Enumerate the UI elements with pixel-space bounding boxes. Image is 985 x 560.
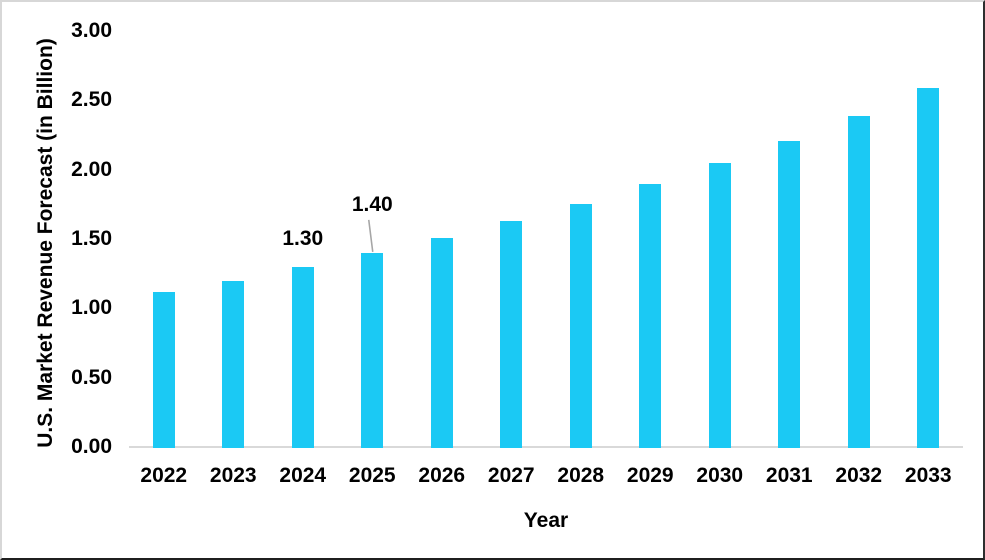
bar: [708, 162, 731, 448]
data-label: 1.30: [282, 226, 324, 250]
bar: [430, 237, 453, 448]
bar: [847, 115, 870, 448]
bar: [152, 291, 175, 448]
x-tick-label: 2023: [209, 464, 257, 487]
x-tick-label: 2028: [557, 464, 605, 487]
bar: [778, 140, 801, 448]
x-tick-label: 2025: [348, 464, 396, 487]
y-tick-label: 0.00: [71, 435, 112, 458]
x-tick-label: 2027: [487, 464, 535, 487]
x-tick-label: 2032: [835, 464, 883, 487]
leader-line: [367, 219, 374, 252]
bar: [917, 87, 940, 448]
x-tick-label: 2031: [765, 464, 813, 487]
x-tick-label: 2029: [626, 464, 674, 487]
x-tick-label: 2033: [904, 464, 952, 487]
y-tick-label: 2.00: [71, 157, 112, 181]
x-tick-label: 2022: [140, 464, 188, 487]
x-tick-label: 2024: [279, 464, 327, 487]
x-tick-label: 2030: [696, 464, 744, 487]
bar: [222, 280, 245, 448]
bar: [291, 266, 314, 448]
y-tick-label: 0.50: [71, 365, 112, 389]
data-label: 1.40: [351, 192, 393, 216]
x-axis-line: [129, 446, 963, 448]
bar: [639, 183, 662, 448]
y-tick-label: 1.50: [71, 227, 112, 250]
y-tick-label: 2.50: [71, 88, 112, 112]
bar: [361, 252, 384, 448]
x-axis-title: Year: [523, 509, 569, 532]
bar: [500, 220, 523, 448]
y-tick-label: 3.00: [71, 19, 112, 42]
x-tick-label: 2026: [418, 464, 466, 487]
y-tick-label: 1.00: [71, 296, 112, 320]
bar: [569, 204, 592, 448]
